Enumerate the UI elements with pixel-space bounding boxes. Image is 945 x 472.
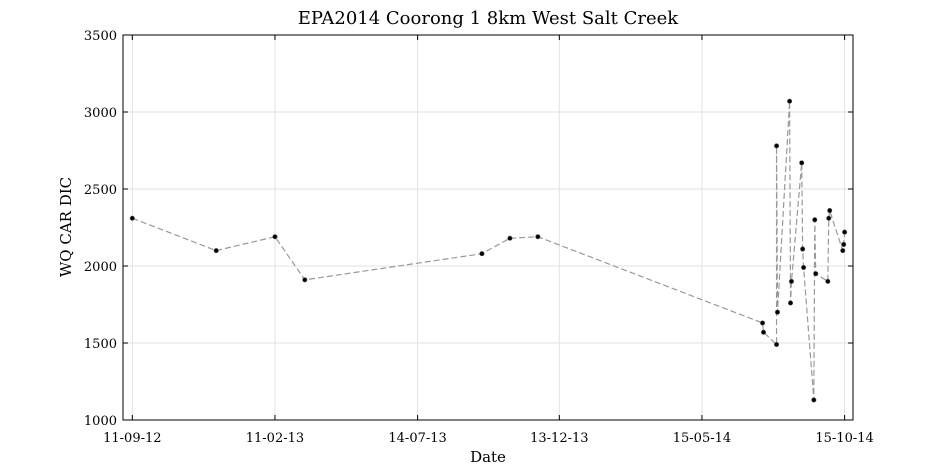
data-point (827, 208, 833, 214)
data-point (302, 277, 308, 283)
data-point (826, 215, 832, 221)
y-tick-label: 3000 (84, 106, 117, 121)
y-tick-label: 1500 (84, 337, 117, 352)
y-axis-label: WQ CAR DIC (57, 177, 75, 277)
data-point (811, 397, 817, 403)
y-tick-label: 2000 (84, 260, 117, 275)
series-layer (129, 98, 848, 403)
y-axis: 1000 1500 2000 2500 3000 3500 (84, 29, 853, 429)
data-point (479, 251, 485, 257)
data-point (760, 320, 766, 326)
data-point (840, 248, 846, 254)
x-tick-label: 11-09-12 (103, 431, 161, 446)
data-point (507, 235, 513, 241)
data-point (535, 234, 541, 240)
data-point (801, 265, 807, 271)
y-tick-label: 1000 (84, 414, 117, 429)
data-point (213, 248, 219, 254)
data-point (272, 234, 278, 240)
data-point (774, 342, 780, 348)
data-point (825, 278, 831, 284)
data-point (788, 278, 794, 284)
x-axis: 11-09-12 11-02-13 14-07-13 13-12-13 15-05-14… (103, 35, 874, 446)
data-point (774, 309, 780, 315)
data-point (129, 215, 135, 221)
x-axis-label: Date (470, 448, 506, 466)
data-point (787, 98, 793, 104)
data-point (800, 246, 806, 252)
data-point (760, 329, 766, 335)
data-point (788, 300, 794, 306)
y-tick-label: 2500 (84, 183, 117, 198)
plot-frame (122, 34, 854, 421)
x-tick-label: 14-07-13 (388, 431, 446, 446)
data-point (842, 229, 848, 235)
x-tick-label: 15-05-14 (673, 431, 731, 446)
chart-title: EPA2014 Coorong 1 8km West Salt Creek (298, 8, 680, 29)
x-tick-label: 11-02-13 (246, 431, 304, 446)
data-point (813, 271, 819, 277)
data-point (774, 143, 780, 149)
data-point (841, 241, 847, 247)
x-tick-label: 15-10-14 (815, 431, 873, 446)
y-tick-label: 3500 (84, 29, 117, 44)
data-point (812, 217, 818, 223)
data-point (799, 160, 805, 166)
x-tick-label: 13-12-13 (530, 431, 588, 446)
